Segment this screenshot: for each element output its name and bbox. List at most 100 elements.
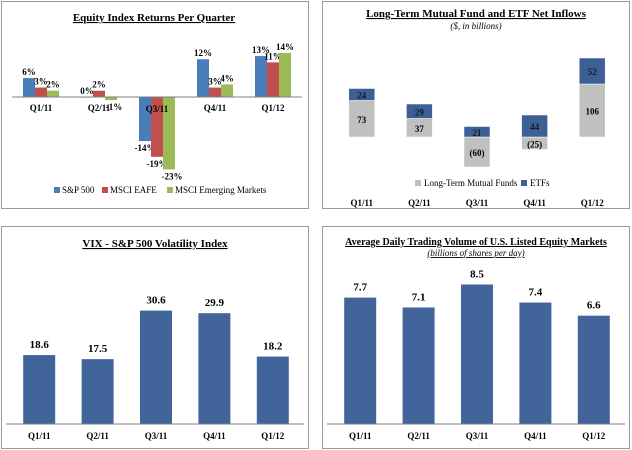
x-tick-label: Q3/11: [466, 431, 489, 441]
bar-mutual-funds-q3-11: [463, 136, 491, 168]
data-label: 13%: [252, 45, 270, 55]
data-label: 30.6: [146, 295, 166, 307]
x-tick-label: Q2/11: [88, 103, 111, 113]
data-label: 0%: [80, 86, 94, 96]
chart-subtitle: ($, in billions): [450, 21, 501, 31]
data-label: 7.4: [529, 287, 543, 299]
bar-q1-11: [344, 297, 377, 424]
bar-etfs-q3-11: [463, 126, 491, 138]
legend-label: S&P 500: [62, 185, 95, 195]
bar-q2-11: [81, 359, 114, 424]
legend-swatch: [54, 187, 60, 193]
data-label: 21: [473, 128, 483, 138]
bar-1-q4-11: [197, 59, 209, 97]
bar-3-q3-11: [163, 97, 175, 170]
x-tick-label: Q4/11: [203, 431, 226, 441]
bar-2-q4-11: [209, 87, 221, 97]
bar-1-q3-11: [139, 97, 151, 142]
bar-1-q1-12: [255, 56, 267, 97]
chart-title: Long-Term Mutual Fund and ETF Net Inflow…: [366, 8, 587, 20]
data-label: 8.5: [470, 268, 484, 280]
x-tick-label: Q3/11: [145, 431, 168, 441]
x-tick-label: Q1/11: [351, 198, 374, 208]
data-label: 12%: [194, 48, 212, 58]
x-tick-label: Q1/11: [30, 103, 53, 113]
data-label: 6.6: [587, 300, 601, 312]
data-label: 6%: [22, 67, 36, 77]
bar-q1-12: [256, 356, 289, 424]
bar-2-q2-11: [93, 90, 105, 97]
legend-label: Long-Term Mutual Funds: [424, 178, 518, 188]
x-tick-label: Q4/11: [523, 198, 546, 208]
x-tick-label: Q1/12: [261, 103, 285, 113]
x-tick-label: Q3/11: [146, 104, 169, 114]
chart-title: Equity Index Returns Per Quarter: [73, 12, 235, 24]
x-tick-label: Q1/12: [582, 431, 606, 441]
bar-3-q4-11: [221, 84, 233, 97]
legend-label: ETFs: [530, 178, 550, 188]
bar-etfs-q1-11: [348, 88, 376, 101]
data-label: 11%: [264, 51, 282, 61]
chart-subtitle: (billions of shares per day): [427, 248, 524, 258]
equity-returns-panel: Equity Index Returns Per Quarter 6% 3% 2% Q1…: [1, 1, 309, 209]
data-label: 29.9: [205, 297, 225, 309]
x-tick-label: Q1/12: [581, 198, 605, 208]
legend-swatch: [415, 180, 421, 186]
x-tick-label: Q4/11: [204, 103, 227, 113]
data-label: 106: [585, 107, 599, 117]
data-label: 14%: [276, 42, 294, 52]
trading-volume-chart: Average Daily Trading Volume of U.S. Lis…: [327, 237, 625, 441]
x-tick-label: Q2/11: [86, 431, 109, 441]
data-label: 2%: [46, 80, 60, 90]
x-tick-label: Q2/11: [408, 198, 431, 208]
data-label: -14%: [135, 143, 156, 153]
data-label: 4%: [220, 73, 234, 83]
data-label: 17.5: [88, 343, 108, 355]
bar-3-q1-11: [47, 90, 59, 97]
bar-q1-12: [577, 315, 610, 424]
fund-flows-panel: Long-Term Mutual Fund and ETF Net Inflow…: [322, 1, 630, 209]
bar-3-q1-12: [279, 52, 291, 97]
bar-etfs-q2-11: [406, 103, 433, 119]
bar-2-q1-11: [35, 87, 47, 97]
x-tick-label: Q4/11: [524, 431, 547, 441]
data-label: 37: [415, 124, 425, 134]
bar-1-q1-11: [23, 78, 35, 97]
data-label: (25): [527, 139, 542, 149]
data-label: (60): [470, 148, 485, 158]
fund-flows-chart: Long-Term Mutual Fund and ETF Net Inflow…: [348, 8, 606, 208]
data-label: 2%: [92, 80, 106, 90]
bar-q4-11: [198, 313, 231, 424]
bar-2-q1-12: [267, 62, 279, 97]
x-tick-label: Q2/11: [407, 431, 430, 441]
data-label: 44: [530, 122, 540, 132]
data-label: 7.7: [353, 282, 367, 294]
data-label: 52: [588, 67, 598, 77]
legend-label: MSCI Emerging Markets: [175, 185, 267, 195]
equity-returns-chart: Equity Index Returns Per Quarter6%3%2%Q1…: [12, 12, 302, 195]
bar-etfs-q1-12: [578, 57, 606, 85]
bar-etfs-q4-11: [521, 114, 548, 138]
data-label: 3%: [34, 77, 48, 87]
bar-q2-11: [402, 307, 435, 424]
data-label: 3%: [208, 77, 222, 87]
data-label: 73: [357, 115, 367, 125]
bar-q1-11: [23, 355, 56, 424]
vix-chart: VIX - S&P 500 Volatility Index 18.6 Q1/11 1…: [6, 238, 304, 441]
data-label: -1%: [106, 102, 123, 112]
x-tick-label: Q1/11: [349, 431, 372, 441]
chart-title: VIX - S&P 500 Volatility Index: [82, 238, 228, 250]
bar-q3-11: [140, 310, 172, 424]
trading-volume-panel: Average Daily Trading Volume of U.S. Lis…: [322, 226, 630, 449]
data-label: 29: [415, 107, 425, 117]
legend-swatch: [167, 187, 173, 193]
bar-q3-11: [461, 284, 493, 424]
x-tick-label: Q3/11: [466, 198, 489, 208]
data-label: 7.1: [412, 291, 426, 303]
legend-swatch: [521, 180, 527, 186]
bar-q4-11: [519, 302, 552, 424]
x-tick-label: Q1/12: [261, 431, 285, 441]
legend-swatch: [102, 187, 108, 193]
x-tick-label: Q1/11: [28, 431, 51, 441]
data-label: -23%: [162, 171, 183, 181]
